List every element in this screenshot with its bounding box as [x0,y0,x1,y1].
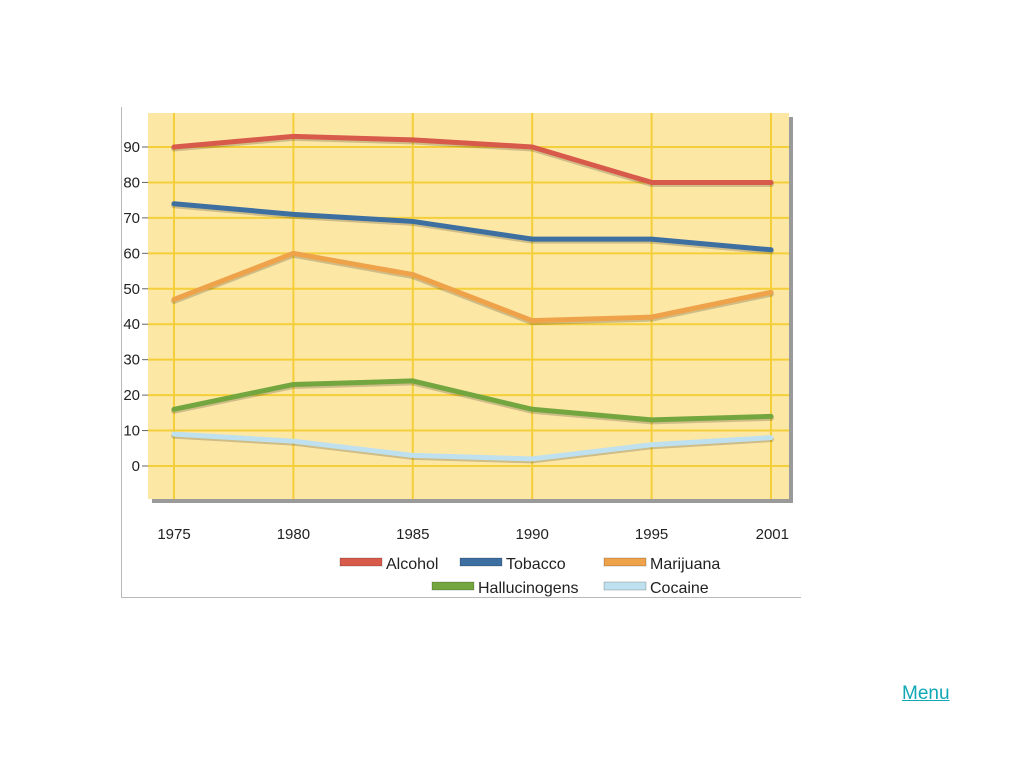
x-tick-label: 1985 [396,526,429,543]
legend-label: Marijuana [650,556,720,573]
x-axis: 1975 1980 1985 1990 1995 2001 [157,526,789,543]
legend-swatch [603,581,647,591]
legend-label: Alcohol [386,556,438,573]
legend-swatch [431,581,475,591]
y-tick-label: 50 [123,281,140,298]
legend: Alcohol Tobacco Marijuana Hallucinogens Coca… [339,556,720,597]
x-tick-label: 1990 [516,526,549,543]
legend-swatch [459,557,503,567]
legend-label: Tobacco [506,556,566,573]
y-tick-label: 40 [123,316,140,333]
y-tick-label: 0 [132,458,140,475]
x-tick-label: 1975 [157,526,190,543]
y-tick-label: 10 [123,423,140,440]
y-tick-label: 20 [123,387,140,404]
line-chart: 0102030405060708090Percentage of high-sc… [123,113,793,597]
y-axis: 0102030405060708090Percentage of high-sc… [123,139,148,475]
x-tick-label: 2001 [756,526,789,543]
y-tick-label: 80 [123,174,140,191]
chart-frame: 0102030405060708090Percentage of high-sc… [121,107,801,598]
y-tick-label: 60 [123,245,140,262]
legend-swatch [339,557,383,567]
y-tick-label: 70 [123,210,140,227]
series-line-marijuana [171,250,774,324]
legend-swatch [603,557,647,567]
x-tick-label: 1980 [277,526,310,543]
legend-label: Cocaine [650,580,709,597]
y-tick-label: 30 [123,352,140,369]
x-tick-label: 1995 [635,526,668,543]
menu-link[interactable]: Menu [902,683,950,704]
series-lines [171,133,774,464]
series-line-cocaine [171,431,774,462]
series-line-tobacco [171,201,774,253]
series-line-alcohol [171,133,774,185]
y-tick-label: 90 [123,139,140,156]
plot-background [148,113,789,499]
series-line-hallucinogens [171,378,774,423]
legend-label: Hallucinogens [478,580,579,597]
